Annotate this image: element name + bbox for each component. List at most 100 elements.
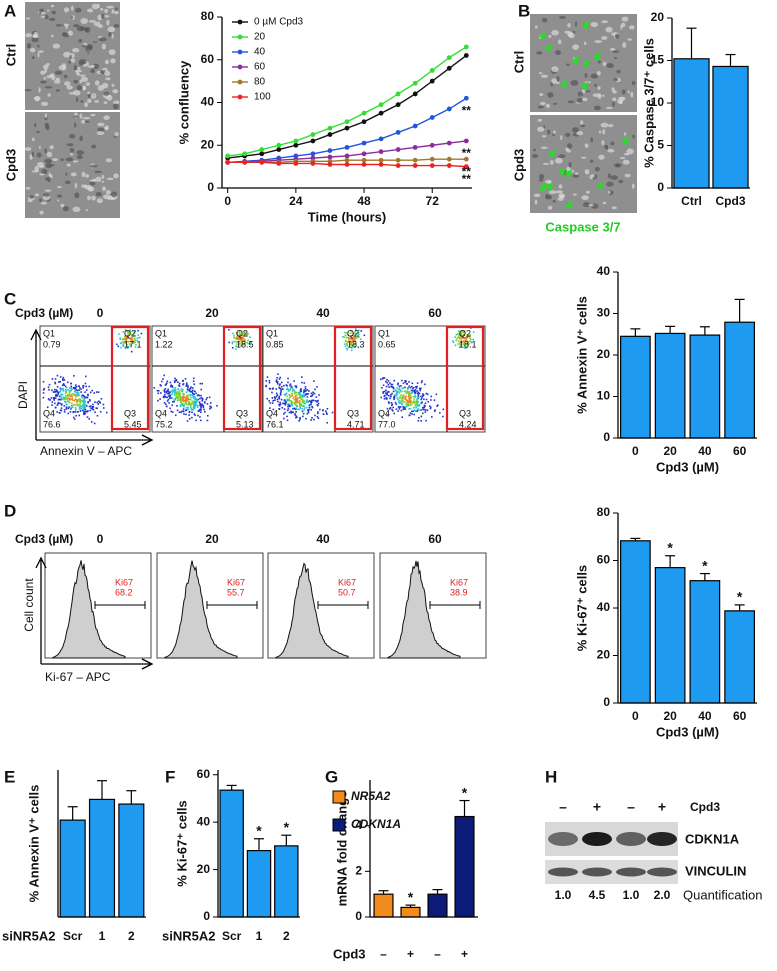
event — [326, 407, 329, 410]
event — [59, 380, 62, 383]
panel-label: B — [518, 1, 530, 20]
event — [98, 400, 100, 403]
significance: * — [408, 889, 414, 905]
event — [59, 402, 61, 405]
event — [317, 412, 319, 415]
event — [62, 376, 65, 379]
event — [299, 393, 302, 396]
cell — [55, 24, 62, 27]
event — [66, 381, 69, 384]
event — [439, 412, 441, 414]
event — [407, 405, 410, 407]
event — [179, 397, 182, 400]
event — [162, 378, 164, 380]
event — [241, 343, 243, 346]
cell — [544, 179, 552, 184]
event — [188, 401, 190, 403]
cell — [113, 173, 119, 179]
event — [70, 385, 73, 388]
event — [176, 405, 178, 407]
event — [201, 399, 204, 402]
y-axis-title: % Annexin V⁺ cells — [574, 296, 589, 414]
event — [289, 384, 291, 387]
cell — [558, 184, 563, 189]
event — [421, 397, 423, 399]
cell — [46, 151, 53, 158]
cell — [566, 143, 573, 149]
event — [395, 403, 398, 406]
event — [386, 393, 388, 395]
event — [79, 410, 82, 412]
event — [189, 406, 192, 408]
event — [86, 416, 89, 418]
event — [80, 391, 82, 393]
event — [134, 337, 136, 340]
event — [410, 385, 413, 388]
event — [398, 392, 400, 394]
cell — [65, 157, 74, 162]
event — [243, 332, 246, 335]
event — [467, 335, 470, 338]
y-tick-label: 0 — [603, 695, 610, 709]
event — [54, 378, 57, 380]
event — [282, 388, 285, 391]
cell — [631, 183, 635, 189]
event — [199, 402, 201, 405]
event — [272, 387, 275, 389]
event — [317, 411, 319, 413]
event — [409, 404, 412, 406]
cell — [597, 86, 601, 90]
cell — [629, 25, 635, 30]
cell — [54, 70, 63, 75]
event — [191, 393, 194, 396]
event — [421, 380, 423, 382]
event — [199, 408, 202, 411]
treatment-sign: + — [658, 799, 666, 815]
bar — [219, 789, 244, 918]
event — [292, 407, 294, 410]
panel-label: E — [4, 767, 15, 786]
event — [408, 399, 411, 401]
event — [268, 387, 271, 390]
event — [303, 409, 305, 411]
y-tick-label: 40 — [597, 600, 611, 614]
cell — [45, 162, 52, 169]
event — [185, 383, 188, 386]
cell — [62, 206, 69, 212]
cell — [551, 78, 558, 84]
event — [192, 380, 195, 383]
event — [278, 395, 281, 398]
significance: * — [737, 589, 743, 605]
event — [352, 332, 355, 334]
event — [354, 336, 356, 339]
event — [71, 388, 73, 391]
event — [414, 389, 417, 391]
cell — [91, 3, 99, 10]
event — [75, 408, 77, 411]
event — [347, 334, 349, 336]
event — [387, 401, 390, 403]
y-tick-label: 20 — [597, 648, 611, 662]
event — [423, 408, 425, 411]
cell — [70, 58, 76, 63]
event — [122, 341, 125, 344]
band — [548, 832, 578, 846]
event — [69, 398, 71, 401]
event — [189, 395, 192, 397]
event — [418, 392, 421, 395]
x-tick-label: Ctrl — [681, 194, 702, 208]
cell — [609, 48, 616, 51]
y-tick-label: 0 — [203, 909, 210, 923]
event — [139, 336, 141, 339]
cell — [626, 148, 634, 155]
cell — [104, 8, 108, 14]
panel-label: A — [4, 1, 16, 20]
event — [405, 405, 408, 408]
point — [412, 80, 418, 86]
event — [413, 389, 416, 392]
event — [301, 410, 304, 413]
cell — [539, 92, 544, 97]
event — [90, 405, 92, 407]
event — [72, 410, 75, 413]
cell — [44, 14, 49, 20]
